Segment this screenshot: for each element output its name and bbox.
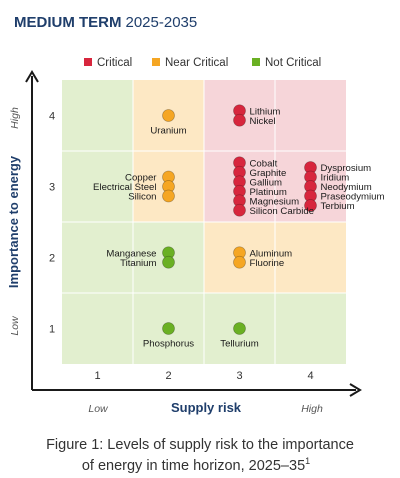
legend: Critical Near Critical Not Critical	[84, 57, 321, 69]
legend-label-near-critical: Near Critical	[165, 57, 228, 69]
y-tick-4: 4	[49, 111, 55, 123]
legend-swatch-near-critical	[152, 58, 160, 66]
point-phosphorus	[162, 322, 175, 335]
label-neodymium: Neodymium	[321, 182, 372, 193]
point-terbium	[304, 199, 317, 212]
caption-line-1: Figure 1: Levels of supply risk to the i…	[46, 437, 354, 453]
label-silicon-carbide: Silicon Carbide	[250, 206, 315, 217]
label-iridium: Iridium	[321, 173, 350, 184]
cell-x1-y3	[62, 151, 133, 222]
label-phosphorus: Phosphorus	[143, 339, 194, 350]
x-axis-low-label: Low	[88, 403, 109, 415]
y-tick-1: 1	[49, 324, 55, 336]
label-copper: Copper	[125, 173, 157, 184]
label-electrical-steel: Electrical Steel	[93, 182, 156, 193]
tick-labels: 1 2 3 4 1 2 3 4	[49, 111, 314, 383]
cell-x4-y4	[275, 80, 346, 151]
y-axis-title: Importance to energy	[6, 155, 21, 288]
point-silicon	[162, 189, 175, 203]
legend-swatch-critical	[84, 58, 92, 66]
x-axis-title: Supply risk	[171, 400, 242, 415]
label-uranium: Uranium	[150, 126, 186, 137]
y-tick-3: 3	[49, 182, 55, 194]
data-points	[162, 104, 317, 335]
label-gallium: Gallium	[250, 177, 283, 188]
chart-title: MEDIUM TERM 2025-2035	[14, 14, 197, 31]
caption-superscript: 1	[305, 456, 310, 466]
axes: Importance to energy High Low Supply risk Lo…	[6, 70, 362, 415]
point-tellurium	[233, 322, 246, 335]
caption-line-2-text: of energy in time horizon, 2025–35	[82, 458, 305, 474]
matrix-cells	[62, 80, 346, 364]
label-nickel: Nickel	[250, 116, 276, 127]
x-tick-3: 3	[236, 370, 242, 382]
x-tick-1: 1	[94, 370, 100, 382]
label-manganese: Manganese	[106, 248, 156, 259]
label-aluminum: Aluminum	[250, 248, 293, 259]
x-axis-high-label: High	[301, 403, 323, 415]
x-tick-4: 4	[307, 370, 313, 382]
legend-label-not-critical: Not Critical	[265, 57, 321, 69]
label-titanium: Titanium	[120, 258, 156, 269]
point-fluorine	[233, 255, 246, 269]
label-lithium: Lithium	[250, 106, 281, 117]
label-magnesium: Magnesium	[250, 196, 300, 207]
y-axis-low-label: Low	[9, 315, 21, 336]
chart-title-years: 2025-2035	[126, 14, 198, 31]
y-axis-high-label: High	[9, 107, 21, 129]
point-nickel	[233, 113, 246, 127]
cell-x1-y2	[62, 222, 133, 293]
point-titanium	[162, 255, 175, 269]
cell-x1-y1	[62, 293, 133, 364]
label-tellurium: Tellurium	[220, 339, 258, 350]
label-silicon: Silicon	[128, 192, 156, 203]
cell-x4-y2	[275, 222, 346, 293]
label-graphite: Graphite	[250, 168, 287, 179]
label-terbium: Terbium	[321, 201, 355, 212]
x-tick-2: 2	[165, 370, 171, 382]
label-fluorine: Fluorine	[250, 258, 285, 269]
legend-swatch-not-critical	[252, 58, 260, 66]
label-cobalt: Cobalt	[250, 158, 278, 169]
chart-title-bold: MEDIUM TERM	[14, 14, 122, 31]
label-praseodymium: Praseodymium	[321, 192, 385, 203]
point-silicon-carbide	[233, 203, 246, 217]
label-dysprosium: Dysprosium	[321, 163, 372, 174]
y-axis-arrow	[25, 70, 39, 83]
x-axis-arrow	[349, 383, 362, 397]
caption-line-2: of energy in time horizon, 2025–351	[82, 456, 310, 474]
y-tick-2: 2	[49, 253, 55, 265]
cell-x4-y1	[275, 293, 346, 364]
point-uranium	[162, 109, 175, 122]
label-platinum: Platinum	[250, 187, 287, 198]
legend-label-critical: Critical	[97, 57, 132, 69]
cell-x1-y4	[62, 80, 133, 151]
